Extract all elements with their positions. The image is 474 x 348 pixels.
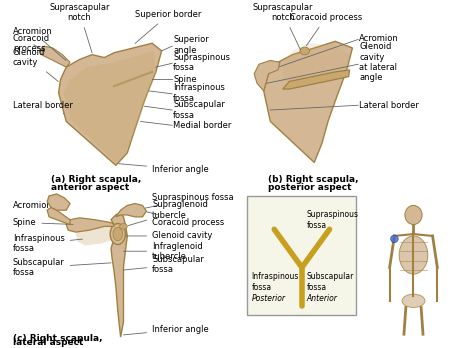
Text: Anterior: Anterior — [307, 294, 337, 303]
Text: Glenoid cavity: Glenoid cavity — [126, 231, 212, 240]
Polygon shape — [283, 70, 349, 89]
Text: (a) Right scapula,: (a) Right scapula, — [51, 175, 141, 184]
Polygon shape — [111, 213, 128, 337]
Text: Glenoid
cavity: Glenoid cavity — [13, 48, 58, 81]
Ellipse shape — [113, 227, 122, 241]
Text: Medial border: Medial border — [173, 121, 231, 130]
Ellipse shape — [300, 47, 310, 55]
Text: Subscapular
fossa: Subscapular fossa — [13, 258, 111, 277]
Polygon shape — [39, 46, 70, 67]
Polygon shape — [283, 43, 350, 81]
Text: posterior aspect: posterior aspect — [268, 183, 352, 191]
Text: Posterior: Posterior — [251, 294, 285, 303]
Polygon shape — [59, 43, 162, 165]
Ellipse shape — [110, 223, 126, 245]
Polygon shape — [76, 227, 114, 245]
Text: Subscapular
fossa: Subscapular fossa — [123, 255, 204, 274]
Text: (c) Right scapula,: (c) Right scapula, — [13, 334, 102, 343]
Polygon shape — [47, 207, 70, 224]
Text: Supraglenoid
tubercle: Supraglenoid tubercle — [128, 200, 208, 226]
Text: Suprascapular
notch: Suprascapular notch — [49, 3, 110, 53]
Text: Infraspinous
fossa: Infraspinous fossa — [251, 272, 299, 292]
Text: Coracoid process: Coracoid process — [139, 210, 224, 227]
Polygon shape — [64, 51, 156, 163]
Ellipse shape — [391, 235, 398, 243]
Text: Suprascapular
notch: Suprascapular notch — [253, 3, 313, 50]
Text: Supraspinous fossa: Supraspinous fossa — [117, 193, 234, 214]
Text: Supraspinous
fossa: Supraspinous fossa — [307, 210, 359, 230]
Ellipse shape — [402, 294, 425, 308]
Text: Spine: Spine — [13, 218, 73, 227]
Text: Spine: Spine — [173, 75, 197, 84]
Polygon shape — [254, 61, 280, 91]
Polygon shape — [116, 204, 146, 217]
Text: Acromion: Acromion — [13, 201, 57, 210]
Text: Infraglenoid
tubercle: Infraglenoid tubercle — [123, 242, 203, 261]
Text: Lateral border: Lateral border — [13, 101, 73, 114]
Ellipse shape — [405, 205, 422, 224]
Ellipse shape — [119, 223, 128, 229]
Text: Superior
angle: Superior angle — [173, 35, 209, 55]
Polygon shape — [66, 218, 114, 232]
Text: anterior aspect: anterior aspect — [51, 183, 129, 191]
Text: Coracoid
process: Coracoid process — [13, 33, 50, 53]
Polygon shape — [264, 41, 353, 163]
Text: Infraspinous
fossa: Infraspinous fossa — [173, 83, 225, 103]
Text: Glenoid
cavity
at lateral
angle: Glenoid cavity at lateral angle — [359, 42, 397, 82]
Text: Superior border: Superior border — [135, 10, 201, 44]
Text: Supraspinous
fossa: Supraspinous fossa — [173, 53, 230, 72]
FancyBboxPatch shape — [247, 196, 356, 315]
Text: (b) Right scapula,: (b) Right scapula, — [268, 175, 359, 184]
Text: Subscapular
fossa: Subscapular fossa — [173, 100, 225, 120]
Text: lateral aspect: lateral aspect — [13, 338, 83, 347]
Text: Inferior angle: Inferior angle — [123, 325, 209, 335]
Polygon shape — [47, 194, 70, 210]
Text: Acromion: Acromion — [359, 34, 399, 43]
Text: Subscapular
fossa: Subscapular fossa — [307, 272, 354, 292]
Text: Coracoid process: Coracoid process — [290, 13, 362, 46]
Ellipse shape — [399, 236, 428, 274]
Text: Acromion: Acromion — [13, 27, 66, 61]
Text: Lateral border: Lateral border — [359, 101, 419, 110]
Text: Infraspinous
fossa: Infraspinous fossa — [13, 234, 82, 253]
Text: Inferior angle: Inferior angle — [118, 164, 209, 174]
